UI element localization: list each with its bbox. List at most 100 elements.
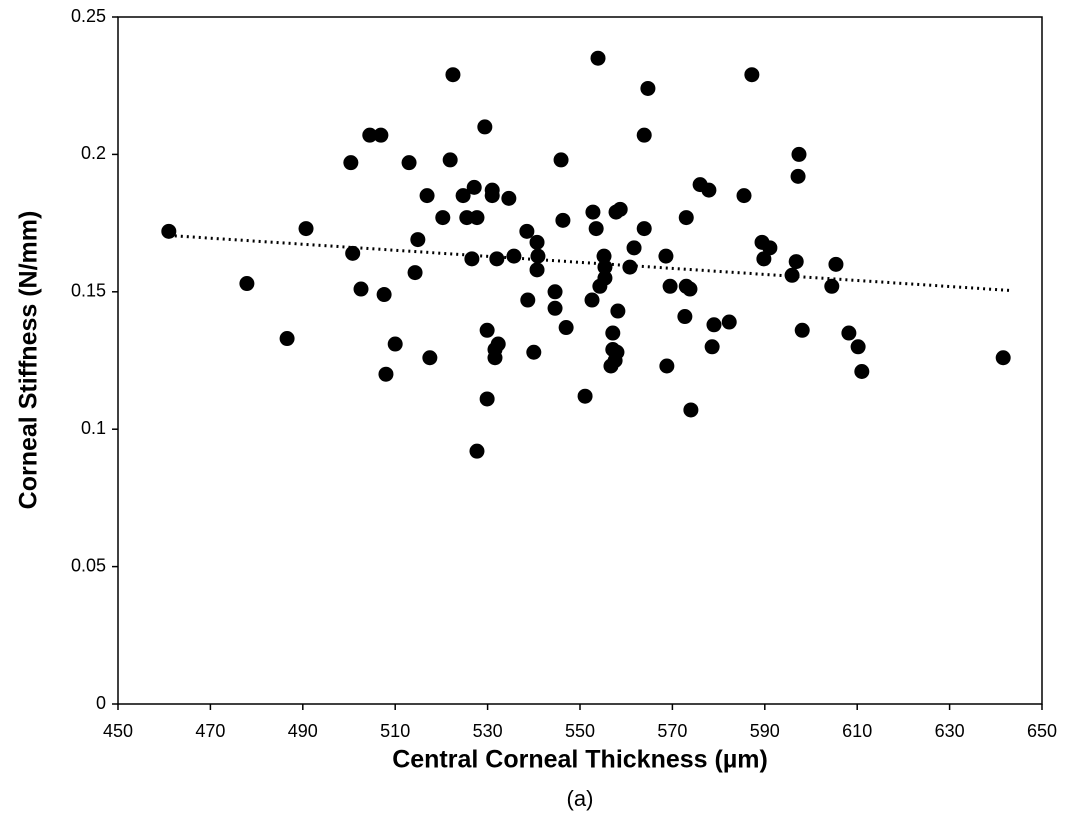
point [636, 127, 652, 143]
x-tick-label: 630 [935, 721, 965, 741]
point [487, 350, 503, 366]
point [526, 344, 542, 360]
point [640, 80, 656, 96]
trendline [168, 233, 1010, 292]
point [854, 363, 870, 379]
y-tick-label: 0.1 [81, 418, 106, 438]
point [239, 276, 255, 292]
point [784, 267, 800, 283]
point [612, 201, 628, 217]
point [683, 402, 699, 418]
point [790, 168, 806, 184]
x-tick-label: 590 [750, 721, 780, 741]
point [756, 251, 772, 267]
point [161, 223, 177, 239]
x-tick-label: 530 [473, 721, 503, 741]
y-tick-label: 0 [96, 693, 106, 713]
point [605, 325, 621, 341]
point [762, 240, 778, 256]
point [376, 287, 392, 303]
point [636, 221, 652, 237]
y-tick-label: 0.25 [71, 6, 106, 26]
point [419, 188, 435, 204]
point [442, 152, 458, 168]
point [597, 270, 613, 286]
point [558, 320, 574, 336]
point [519, 223, 535, 239]
x-tick-label: 550 [565, 721, 595, 741]
point [410, 232, 426, 248]
x-tick-label: 450 [103, 721, 133, 741]
point [701, 182, 717, 198]
point [704, 339, 720, 355]
point [529, 262, 545, 278]
point [841, 325, 857, 341]
point [678, 210, 694, 226]
point [464, 251, 480, 267]
point [588, 221, 604, 237]
point [590, 50, 606, 66]
point [736, 188, 752, 204]
point [721, 314, 737, 330]
point [501, 190, 517, 206]
x-tick-label: 490 [288, 721, 318, 741]
point [585, 204, 601, 220]
point [469, 443, 485, 459]
point [530, 248, 546, 264]
point [609, 344, 625, 360]
x-tick-label: 470 [195, 721, 225, 741]
x-tick-label: 570 [657, 721, 687, 741]
point [547, 300, 563, 316]
point [791, 146, 807, 162]
point [422, 350, 438, 366]
point [597, 259, 613, 275]
point [407, 265, 423, 281]
point [622, 259, 638, 275]
point [577, 388, 593, 404]
point [466, 179, 482, 195]
point [343, 155, 359, 171]
point [828, 256, 844, 272]
point [584, 292, 600, 308]
point [469, 210, 485, 226]
point [279, 331, 295, 347]
y-axis-title: Corneal Stiffness (N/mm) [15, 211, 43, 510]
point [824, 278, 840, 294]
point [506, 248, 522, 264]
point [682, 281, 698, 297]
point [788, 254, 804, 270]
point [479, 322, 495, 338]
point [479, 391, 495, 407]
point [353, 281, 369, 297]
point [445, 67, 461, 83]
point [477, 119, 493, 135]
caption: (a) [567, 786, 594, 811]
point [435, 210, 451, 226]
point [529, 234, 545, 250]
x-axis-title: Central Corneal Thickness (µm) [392, 746, 768, 774]
point [626, 240, 642, 256]
point [610, 303, 626, 319]
point [484, 188, 500, 204]
point [362, 127, 378, 143]
point [455, 188, 471, 204]
point [547, 284, 563, 300]
point [373, 127, 389, 143]
point [659, 358, 675, 374]
x-tick-label: 510 [380, 721, 410, 741]
point [995, 350, 1011, 366]
point [489, 251, 505, 267]
point [490, 336, 506, 352]
x-tick-label: 610 [842, 721, 872, 741]
point [744, 67, 760, 83]
point [520, 292, 536, 308]
point [658, 248, 674, 264]
point [677, 309, 693, 325]
plot-frame [117, 16, 1043, 705]
point [298, 221, 314, 237]
point [596, 248, 612, 264]
y-tick-label: 0.2 [81, 143, 106, 163]
point [662, 278, 678, 294]
point [345, 245, 361, 261]
